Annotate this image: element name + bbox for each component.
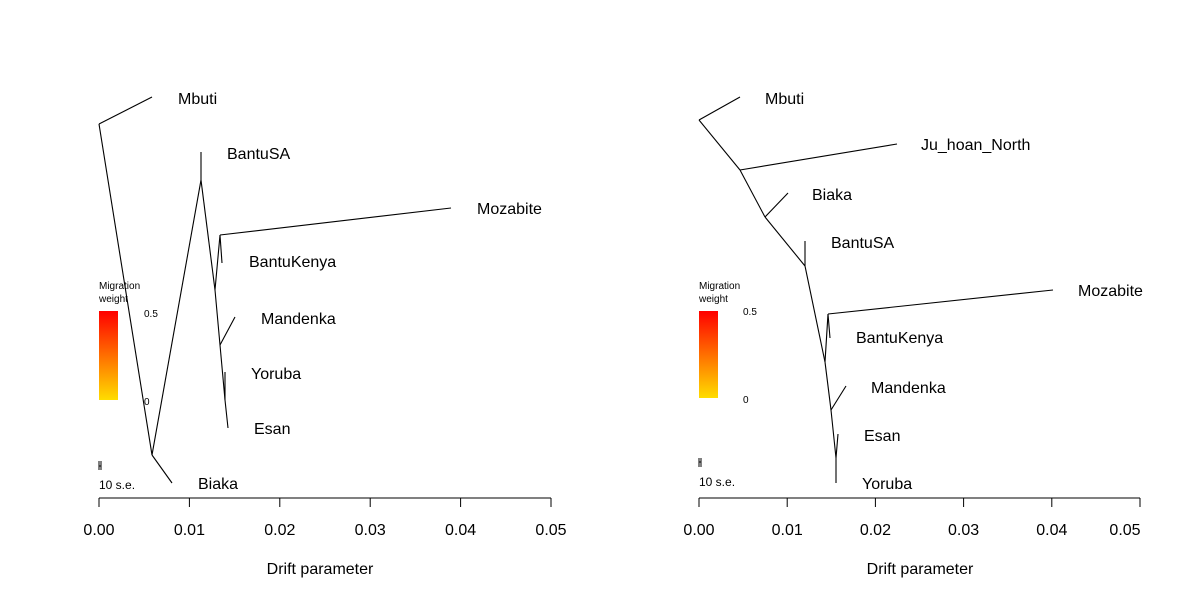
x-tick-label-4: 0.04 <box>445 522 476 539</box>
edge-inner-mandenka-node <box>824 361 832 411</box>
x-tick-label-4: 0.04 <box>1036 522 1067 539</box>
edge-mandenka-node-esan-node <box>830 409 837 459</box>
tree-edges <box>698 96 1054 483</box>
edge-node-biaka <box>151 454 173 484</box>
leaf-label-biaka: Biaka <box>198 476 238 493</box>
scale-bar-label: 10 s.e. <box>699 475 735 489</box>
legend-min-label: 0 <box>743 395 749 406</box>
x-tick-label-3: 0.03 <box>355 522 386 539</box>
leaf-label-bantusa: BantuSA <box>227 146 290 163</box>
scale-bar: 10 s.e. <box>698 458 735 489</box>
edge-root-biaka-node <box>98 123 153 456</box>
legend-color-bar <box>99 311 118 400</box>
x-tick-label-0: 0.00 <box>683 522 714 539</box>
legend-title-line2: weight <box>98 294 128 305</box>
x-tick-label-3: 0.03 <box>948 522 979 539</box>
scale-bar-label: 10 s.e. <box>99 478 135 492</box>
edge-juhoan <box>739 143 898 171</box>
tree-edges <box>98 96 452 484</box>
x-tick-label-1: 0.01 <box>174 522 205 539</box>
leaf-label-esan: Esan <box>254 421 290 438</box>
x-axis: 0.00 0.01 0.02 0.03 0.04 0.05 Drift para… <box>683 497 1141 578</box>
legend-color-bar <box>699 311 718 398</box>
edge-inner-mozabite-node <box>214 234 221 291</box>
leaf-label-juhoan-north: Ju_hoan_North <box>921 137 1030 154</box>
migration-legend: Migration weight 0.5 0 <box>698 281 757 406</box>
tree-panel-left: Mbuti BantuSA Mozabite BantuKenya Manden… <box>83 91 566 578</box>
legend-max-label: 0.5 <box>743 307 757 318</box>
leaf-label-mandenka: Mandenka <box>261 311 336 328</box>
scale-bar: 10 s.e. <box>98 461 135 492</box>
x-axis-title: Drift parameter <box>267 561 374 578</box>
edge-bantukenya <box>827 313 831 339</box>
migration-legend: Migration weight 0.5 0 <box>98 281 158 408</box>
edge-root-mbuti <box>98 96 153 125</box>
leaf-labels: Mbuti Ju_hoan_North Biaka BantuSA Mozabi… <box>765 91 1143 493</box>
edge-mozabite <box>827 289 1054 315</box>
x-tick-label-1: 0.01 <box>772 522 803 539</box>
edge-root-juhoan-node <box>698 119 741 171</box>
edge-node-inner <box>200 179 216 291</box>
legend-min-label: 0 <box>144 397 150 408</box>
x-tick-label-2: 0.02 <box>860 522 891 539</box>
legend-title-line2: weight <box>698 294 728 305</box>
edge-mandenka-node-yoruba-node <box>219 344 226 401</box>
legend-title-line1: Migration <box>99 281 140 292</box>
x-tick-label-2: 0.02 <box>264 522 295 539</box>
leaf-label-esan: Esan <box>864 428 900 445</box>
edge-mandenka <box>830 385 847 411</box>
edge-biaka-node-bantusa-node <box>764 216 806 267</box>
legend-title-line1: Migration <box>699 281 740 292</box>
edge-inner-mandenka-node <box>214 289 221 346</box>
edge-bantukenya <box>219 234 223 264</box>
edge-inner-mozabite-node <box>824 313 829 363</box>
edge-esan <box>835 433 839 459</box>
edge-node-bantusa-node <box>151 179 202 456</box>
leaf-label-yoruba: Yoruba <box>251 366 301 383</box>
leaf-label-mozabite: Mozabite <box>477 201 542 218</box>
leaf-label-biaka: Biaka <box>812 187 852 204</box>
leaf-label-bantukenya: BantuKenya <box>249 254 336 271</box>
leaf-label-bantukenya: BantuKenya <box>856 330 943 347</box>
x-tick-label-5: 0.05 <box>535 522 566 539</box>
leaf-label-mbuti: Mbuti <box>178 91 217 108</box>
leaf-label-mbuti: Mbuti <box>765 91 804 108</box>
edge-biaka <box>764 192 789 218</box>
leaf-label-yoruba: Yoruba <box>862 476 912 493</box>
leaf-label-bantusa: BantuSA <box>831 235 894 252</box>
tree-panel-right: Mbuti Ju_hoan_North Biaka BantuSA Mozabi… <box>683 91 1143 578</box>
x-axis: 0.00 0.01 0.02 0.03 0.04 0.05 Drift para… <box>83 497 567 578</box>
x-tick-label-5: 0.05 <box>1109 522 1140 539</box>
leaf-label-mandenka: Mandenka <box>871 380 946 397</box>
leaf-labels: Mbuti BantuSA Mozabite BantuKenya Manden… <box>178 91 542 493</box>
edge-root-mbuti <box>698 96 741 121</box>
x-tick-label-0: 0.00 <box>83 522 114 539</box>
edge-juhoan-node-biaka-node <box>739 169 766 218</box>
edge-bantusa-node-inner <box>804 265 826 363</box>
edge-esan <box>224 399 229 429</box>
edge-mozabite <box>219 207 452 236</box>
leaf-label-mozabite: Mozabite <box>1078 283 1143 300</box>
legend-max-label: 0.5 <box>144 309 158 320</box>
x-axis-title: Drift parameter <box>867 561 974 578</box>
edge-mandenka <box>219 316 236 346</box>
